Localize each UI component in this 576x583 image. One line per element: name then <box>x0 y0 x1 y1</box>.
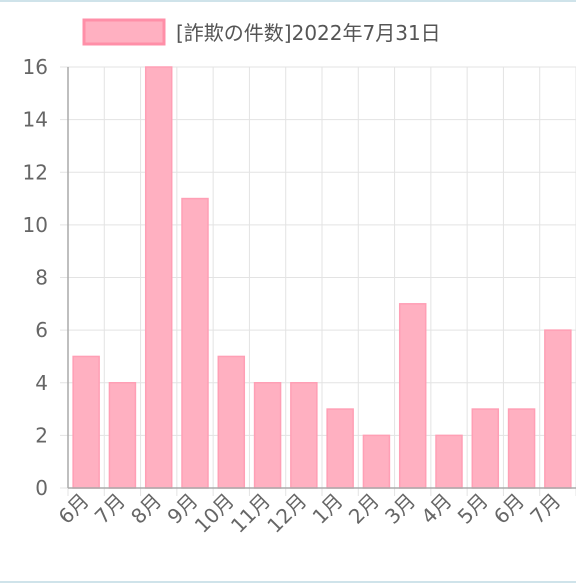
x-tick-label: 12月 <box>262 489 311 538</box>
x-tick-label: 11月 <box>226 489 275 538</box>
y-tick-label: 6 <box>35 318 48 342</box>
y-tick-label: 2 <box>35 423 48 447</box>
bar[interactable] <box>435 434 463 489</box>
bar[interactable] <box>507 408 536 489</box>
legend[interactable]: [詐欺の件数]2022年7月31日 <box>82 18 441 46</box>
axes <box>67 67 576 489</box>
x-tick-label: 5月 <box>453 489 493 529</box>
y-tick-label: 4 <box>35 371 48 395</box>
x-tick-label: 6月 <box>54 489 94 529</box>
bar[interactable] <box>72 355 100 489</box>
bar[interactable] <box>181 197 209 489</box>
x-tick-label: 6月 <box>489 489 529 529</box>
x-tick-label: 7月 <box>90 489 130 529</box>
y-tick-label: 8 <box>35 266 48 290</box>
legend-swatch <box>82 18 166 46</box>
bar[interactable] <box>217 355 246 489</box>
y-axis-tick-labels: 0 2 4 6 8 10 12 14 16 <box>23 55 48 500</box>
y-tick-label: 14 <box>23 108 48 132</box>
bar[interactable] <box>144 66 173 489</box>
x-tick-label: 3月 <box>380 489 420 529</box>
x-tick-label: 1月 <box>308 489 348 529</box>
x-tick-label: 2月 <box>344 489 384 529</box>
bars <box>72 66 572 489</box>
y-tick-label: 10 <box>23 213 48 237</box>
y-tick-label: 12 <box>23 160 48 184</box>
y-tick-label: 16 <box>23 55 48 79</box>
bar[interactable] <box>253 382 282 489</box>
x-tick-label: 7月 <box>525 489 565 529</box>
bar[interactable] <box>108 382 137 489</box>
x-tick-label: 10月 <box>190 489 239 538</box>
y-tick-label: 0 <box>35 476 48 500</box>
bar[interactable] <box>326 408 354 489</box>
bar[interactable] <box>398 303 427 489</box>
bar[interactable] <box>290 382 318 489</box>
bar[interactable] <box>471 408 500 489</box>
x-tick-label: 8月 <box>126 489 166 529</box>
legend-label: [詐欺の件数]2022年7月31日 <box>176 21 441 45</box>
x-tick-label: 4月 <box>416 489 456 529</box>
bar[interactable] <box>362 434 391 489</box>
bar[interactable] <box>544 329 572 489</box>
